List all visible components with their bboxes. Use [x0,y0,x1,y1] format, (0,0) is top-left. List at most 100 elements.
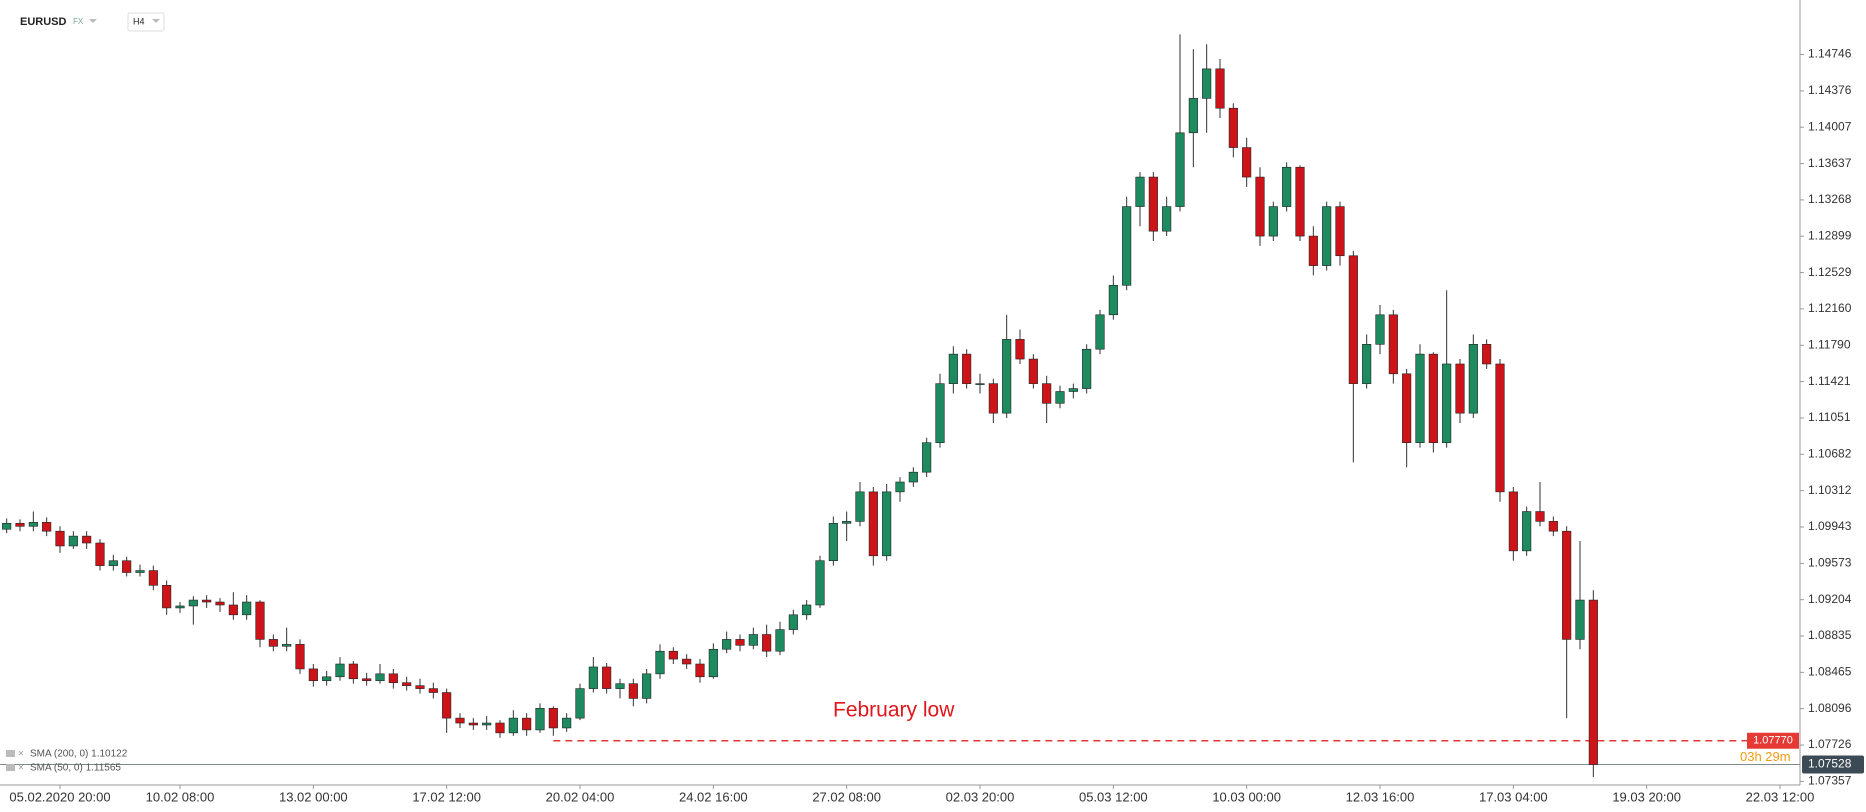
y-tick-label: 1.08096 [1808,701,1852,715]
candle-body [388,673,398,683]
indicator-icon [6,750,15,757]
candle-body [1188,98,1198,134]
candle-body [1015,339,1025,360]
candle-body [482,722,492,726]
candle-body [1562,530,1572,640]
level-annotation: February low [833,698,955,721]
candle-body [28,522,38,527]
x-tick-label: 19.03 20:00 [1612,789,1681,804]
candle-body [2,523,12,530]
candle-body [1322,206,1332,266]
candle-body [1308,235,1318,266]
timeframe[interactable]: H4 [133,16,145,26]
candle-body [935,383,945,443]
candle-body [1255,176,1265,237]
candle-body [1442,363,1452,443]
indicator-remove[interactable]: × [18,749,24,760]
candle-body [308,668,318,682]
candle-body [842,521,852,524]
candle-body [868,491,878,557]
candle-body [255,601,265,640]
candle-body [1108,284,1118,316]
y-tick-label: 1.11790 [1808,337,1851,351]
candle-body [282,644,292,647]
candle-body [1162,206,1172,232]
candle-body [695,663,705,678]
x-tick-label: 20.02 04:00 [546,789,615,804]
y-tick-label: 1.10682 [1808,446,1852,460]
candle-body [402,682,412,686]
candle-body [1482,343,1492,365]
candle-body [1388,314,1398,375]
candle-body [1415,353,1425,443]
candle-body [55,530,65,547]
candle-body [188,599,198,607]
candle-body [1042,383,1052,404]
candle-body [215,601,225,606]
candle-body [108,560,118,566]
candle-body [948,353,958,384]
candle-body [895,481,905,493]
candle-body [1402,373,1412,443]
candle-body [42,522,52,532]
candle-body [1428,353,1438,443]
y-tick-label: 1.08835 [1808,628,1852,642]
candle-body [642,673,652,699]
x-tick-label: 10.02 08:00 [146,789,215,804]
candle-body [375,673,385,682]
candle-body [508,717,518,734]
timeframe-box[interactable] [127,12,165,32]
candle-body [535,707,545,731]
level-tag [1747,732,1799,749]
indicator-label: SMA (200, 0) 1.10122 [30,749,128,760]
candle-body [602,666,612,689]
dropdown-arrow[interactable] [89,19,97,23]
x-tick-label: 05.02.2020 20:00 [9,789,110,804]
candle-body [1362,343,1372,384]
candle-body [628,683,638,699]
y-tick-label: 1.07357 [1808,774,1852,788]
y-tick-label: 1.12899 [1808,228,1852,242]
candle-body [415,685,425,689]
candle-body [1508,491,1518,552]
candle-body [335,663,345,678]
candle-body [162,585,172,609]
candle-body [1295,166,1305,237]
candle-body [1535,511,1545,522]
symbol[interactable]: EURUSD [20,16,67,28]
candle-body [122,560,132,573]
candle-body [1468,343,1478,414]
x-tick-label: 12.03 16:00 [1346,789,1415,804]
candle-body [575,688,585,719]
y-tick-label: 1.14007 [1808,119,1852,133]
candle-body [735,639,745,646]
candle-body [828,523,838,562]
candle-body [442,692,452,719]
candle-body [135,570,145,573]
candle-body [1068,388,1078,392]
candle-body [1348,255,1358,384]
candle-body [855,491,865,522]
candle-body [1122,206,1132,286]
candle-body [1002,339,1012,414]
candle-body [322,676,332,682]
y-tick-label: 1.14746 [1808,47,1852,61]
candle-body [1215,68,1225,109]
candle-body [682,658,692,665]
candle-body [1495,363,1505,493]
candle-body [922,442,932,473]
y-tick-label: 1.08465 [1808,665,1852,679]
candle-body [228,604,238,616]
indicator-icon [6,764,15,771]
y-tick-label: 1.07726 [1808,737,1852,751]
candle-body [295,644,305,670]
candle-body [1375,314,1385,345]
candle-body [455,717,465,724]
candle-body [1455,363,1465,414]
candle-body [1335,206,1345,257]
y-tick-label: 1.11051 [1808,410,1851,424]
indicator-remove[interactable]: × [18,763,24,774]
dropdown-arrow[interactable] [152,19,160,23]
